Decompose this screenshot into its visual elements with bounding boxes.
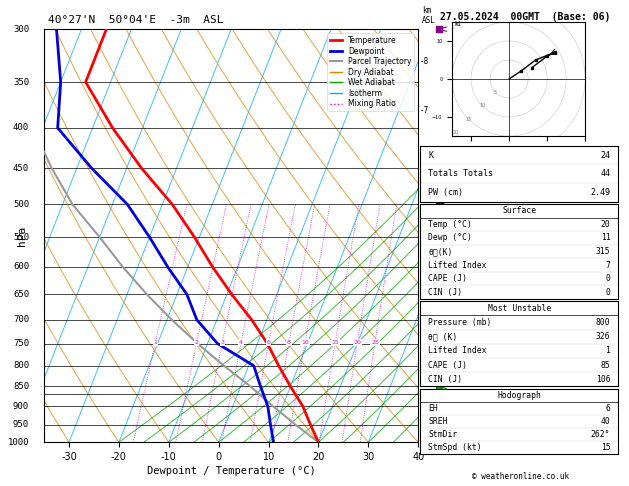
Text: 450: 450 [13,164,29,173]
Text: 850: 850 [13,382,29,391]
Text: 24: 24 [601,151,610,159]
Text: 550: 550 [13,233,29,242]
Text: Mixing Ratio (g/kg): Mixing Ratio (g/kg) [447,188,457,283]
Text: 400: 400 [13,123,29,132]
Text: 0: 0 [606,274,610,283]
Text: km
ASL: km ASL [422,6,436,25]
Text: Totals Totals: Totals Totals [428,169,493,178]
Text: 800: 800 [13,361,29,370]
Text: 44: 44 [601,169,610,178]
Text: CAPE (J): CAPE (J) [428,274,467,283]
Text: 40: 40 [601,417,610,426]
Text: -3: -3 [420,315,430,324]
Text: 1: 1 [606,347,610,355]
Text: 2: 2 [195,340,199,345]
Text: 6: 6 [606,404,610,413]
Text: 750: 750 [13,339,29,348]
Text: 2.49: 2.49 [591,188,610,197]
Text: -1: -1 [420,401,430,411]
Text: 25: 25 [371,340,379,345]
Text: 20: 20 [353,340,361,345]
Text: 27.05.2024  00GMT  (Base: 06): 27.05.2024 00GMT (Base: 06) [440,12,610,22]
Text: CIN (J): CIN (J) [428,375,462,384]
Text: hPa: hPa [16,226,26,246]
Text: Most Unstable: Most Unstable [487,304,551,313]
Text: -2: -2 [420,361,430,370]
Text: 6: 6 [267,340,270,345]
Text: StmSpd (kt): StmSpd (kt) [428,443,482,452]
Text: kt: kt [454,21,461,27]
Text: Temp (°C): Temp (°C) [428,220,472,229]
Text: -4: -4 [420,262,430,272]
Legend: Temperature, Dewpoint, Parcel Trajectory, Dry Adiabat, Wet Adiabat, Isotherm, Mi: Temperature, Dewpoint, Parcel Trajectory… [327,33,415,111]
Text: 500: 500 [13,200,29,209]
Text: 300: 300 [13,25,29,34]
Text: 15: 15 [465,117,472,122]
Text: 350: 350 [13,78,29,87]
Text: 800: 800 [596,318,610,327]
Text: 950: 950 [13,420,29,429]
Text: 15: 15 [331,340,339,345]
Text: Lifted Index: Lifted Index [428,260,487,270]
Text: SREH: SREH [428,417,448,426]
Text: CAPE (J): CAPE (J) [428,361,467,370]
Text: 20: 20 [601,220,610,229]
Text: 315: 315 [596,247,610,256]
Text: Surface: Surface [502,207,537,215]
Text: -8: -8 [420,57,430,67]
X-axis label: Dewpoint / Temperature (°C): Dewpoint / Temperature (°C) [147,466,316,476]
Text: 0: 0 [606,288,610,296]
Text: 5: 5 [494,90,497,95]
Text: θᴇ(K): θᴇ(K) [428,247,452,256]
Text: -6: -6 [420,164,430,173]
Text: 7: 7 [606,260,610,270]
Text: 1000: 1000 [8,438,29,447]
Text: CIN (J): CIN (J) [428,288,462,296]
Text: 600: 600 [13,262,29,272]
Text: Pressure (mb): Pressure (mb) [428,318,491,327]
Text: 700: 700 [13,315,29,324]
Text: 85: 85 [601,361,610,370]
Text: 1: 1 [153,340,157,345]
Text: θᴇ (K): θᴇ (K) [428,332,457,341]
Text: 326: 326 [596,332,610,341]
Text: 15: 15 [601,443,610,452]
Text: 40°27'N  50°04'E  -3m  ASL: 40°27'N 50°04'E -3m ASL [48,15,223,25]
Text: 650: 650 [13,290,29,299]
Text: Hodograph: Hodograph [498,391,541,400]
Text: EH: EH [428,404,438,413]
Text: 8: 8 [287,340,291,345]
Text: -1LCL: -1LCL [420,390,443,399]
Text: K: K [428,151,433,159]
Text: 3: 3 [220,340,225,345]
Text: 10: 10 [479,104,486,108]
Text: 20: 20 [452,130,459,135]
Text: Lifted Index: Lifted Index [428,347,487,355]
Text: 11: 11 [601,233,610,243]
Text: PW (cm): PW (cm) [428,188,463,197]
Text: © weatheronline.co.uk: © weatheronline.co.uk [472,472,569,481]
Text: 900: 900 [13,401,29,411]
Text: StmDir: StmDir [428,430,457,439]
Text: 10: 10 [301,340,309,345]
Text: -5: -5 [420,233,430,242]
Text: -7: -7 [420,106,430,115]
Text: Dewp (°C): Dewp (°C) [428,233,472,243]
Text: 4: 4 [239,340,243,345]
Text: 106: 106 [596,375,610,384]
Text: 262°: 262° [591,430,610,439]
